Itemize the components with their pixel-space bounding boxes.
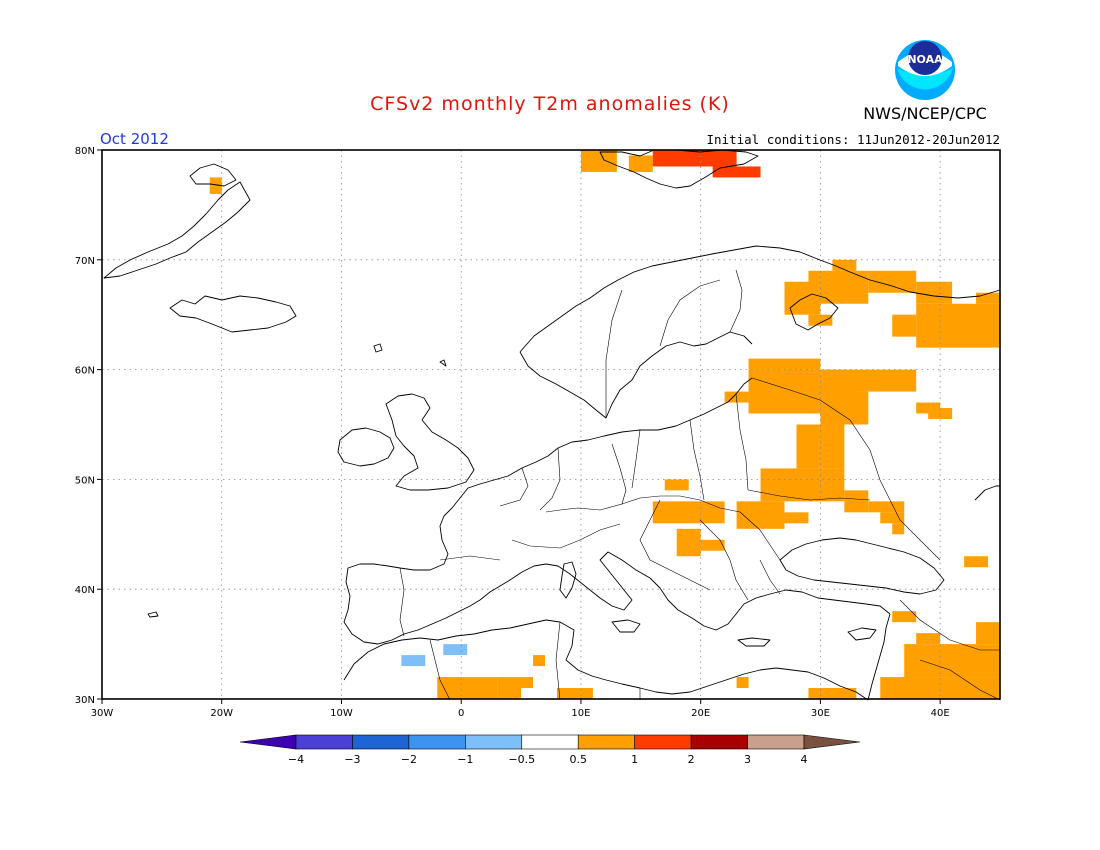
colorbar-swatch — [634, 734, 692, 750]
anomaly-cells — [209, 150, 1000, 699]
colorbar-tick-label: 4 — [801, 753, 808, 766]
anomaly-cell — [976, 292, 1000, 304]
lon-tick-label: 20W — [210, 708, 233, 719]
lon-tick-label: 10W — [330, 708, 353, 719]
anomaly-cell — [844, 490, 869, 513]
colorbar-high-end — [803, 734, 861, 750]
colorbar-tick-label: 1 — [631, 753, 638, 766]
chart-title: CFSv2 monthly T2m anomalies (K) — [370, 93, 730, 115]
anomaly-cell — [904, 644, 1000, 678]
anomaly-cell — [868, 501, 905, 513]
anomaly-cell — [580, 150, 617, 172]
noaa-logo: NOAA — [895, 40, 955, 100]
lat-tick-label: 30N — [75, 695, 95, 706]
anomaly-cell — [964, 556, 989, 568]
anomaly-cell — [652, 150, 737, 167]
coastlines — [103, 149, 1001, 701]
anomaly-cell — [916, 633, 941, 645]
anomaly-cell — [928, 408, 953, 420]
anomaly-cell — [808, 270, 869, 304]
anomaly-cell — [652, 501, 725, 524]
anomaly-cell — [497, 688, 522, 699]
anomaly-cell — [676, 528, 701, 557]
gridlines — [102, 150, 1000, 699]
anomaly-cell — [820, 391, 869, 425]
axis-ticks: 30W 20W 10W 0 10E 20E 30E 40E 30N 40N 50N 60N 70N 80N — [75, 146, 950, 719]
anomaly-cell — [401, 655, 426, 667]
anomaly-cell — [820, 369, 917, 392]
anomaly-cell — [808, 688, 857, 699]
anomaly-cell — [736, 677, 749, 689]
lat-tick-label: 80N — [75, 146, 95, 157]
anomaly-cell — [664, 479, 689, 491]
colorbar-tick-label: −3 — [344, 753, 360, 766]
colorbar-tick-label: 3 — [744, 753, 751, 766]
country-borders — [399, 269, 1001, 701]
colorbar-tick-label: −1 — [457, 753, 473, 766]
anomaly-cell — [736, 501, 785, 529]
anomaly-cell — [880, 512, 905, 524]
colorbar-swatch — [521, 734, 579, 750]
anomaly-cell — [760, 468, 845, 502]
forecast-month: Oct 2012 — [100, 130, 169, 148]
colorbar-tick-label: 0.5 — [569, 753, 587, 766]
anomaly-cell — [832, 259, 857, 271]
anomaly-cell — [556, 688, 593, 699]
lat-tick-label: 40N — [75, 585, 95, 596]
colorbar-low-end — [239, 734, 297, 750]
anomaly-cell — [916, 281, 953, 304]
colorbar-swatch — [352, 734, 410, 750]
colorbar-tick-label: −2 — [401, 753, 417, 766]
colorbar-tick-label: −0.5 — [508, 753, 535, 766]
anomaly-cell — [628, 155, 653, 172]
map-plot-area: 30W 20W 10W 0 10E 20E 30E 40E 30N 40N 50N 60N 70N 80N — [75, 146, 1001, 719]
anomaly-cell — [808, 314, 833, 326]
anomaly-cell — [209, 177, 222, 194]
anomaly-cell — [892, 611, 917, 623]
anomaly-cell — [916, 303, 1000, 348]
colorbar-swatch — [465, 734, 523, 750]
anomaly-cell — [868, 270, 917, 293]
anomaly-cell — [880, 677, 1000, 699]
colorbar-swatch — [295, 734, 353, 750]
lon-tick-label: 0 — [458, 708, 464, 719]
agency-label: NWS/NCEP/CPC — [863, 104, 987, 123]
colorbar-tick-label: −4 — [288, 753, 304, 766]
initial-conditions: Initial conditions: 11Jun2012-20Jun2012 — [707, 132, 1001, 147]
map-frame — [101, 149, 1001, 700]
colorbar: −4 −3 −2 −1 −0.5 0.5 1 2 3 4 — [239, 734, 861, 766]
lon-tick-label: 20E — [691, 708, 710, 719]
lon-tick-label: 30W — [91, 708, 114, 719]
lon-tick-label: 40E — [931, 708, 950, 719]
lon-tick-label: 30E — [811, 708, 830, 719]
anomaly-cell — [892, 523, 905, 535]
anomaly-cell — [700, 539, 725, 551]
colorbar-swatch — [408, 734, 466, 750]
anomaly-cell — [712, 166, 761, 178]
colorbar-swatch — [690, 734, 748, 750]
anomaly-cell — [437, 677, 498, 699]
anomaly-cell — [497, 677, 534, 689]
anomaly-cell — [784, 512, 809, 524]
colorbar-swatch — [577, 734, 635, 750]
colorbar-swatch — [747, 734, 805, 750]
lon-tick-label: 10E — [571, 708, 590, 719]
lat-tick-label: 60N — [75, 366, 95, 377]
anomaly-cell — [976, 622, 1000, 645]
logo-text: NOAA — [907, 53, 943, 66]
anomaly-cell — [892, 314, 917, 337]
colorbar-tick-label: 2 — [688, 753, 695, 766]
lat-tick-label: 70N — [75, 256, 95, 267]
anomaly-cell — [443, 644, 468, 656]
anomaly-cell — [748, 358, 821, 370]
lat-tick-label: 50N — [75, 475, 95, 486]
anomaly-cell — [533, 655, 546, 667]
